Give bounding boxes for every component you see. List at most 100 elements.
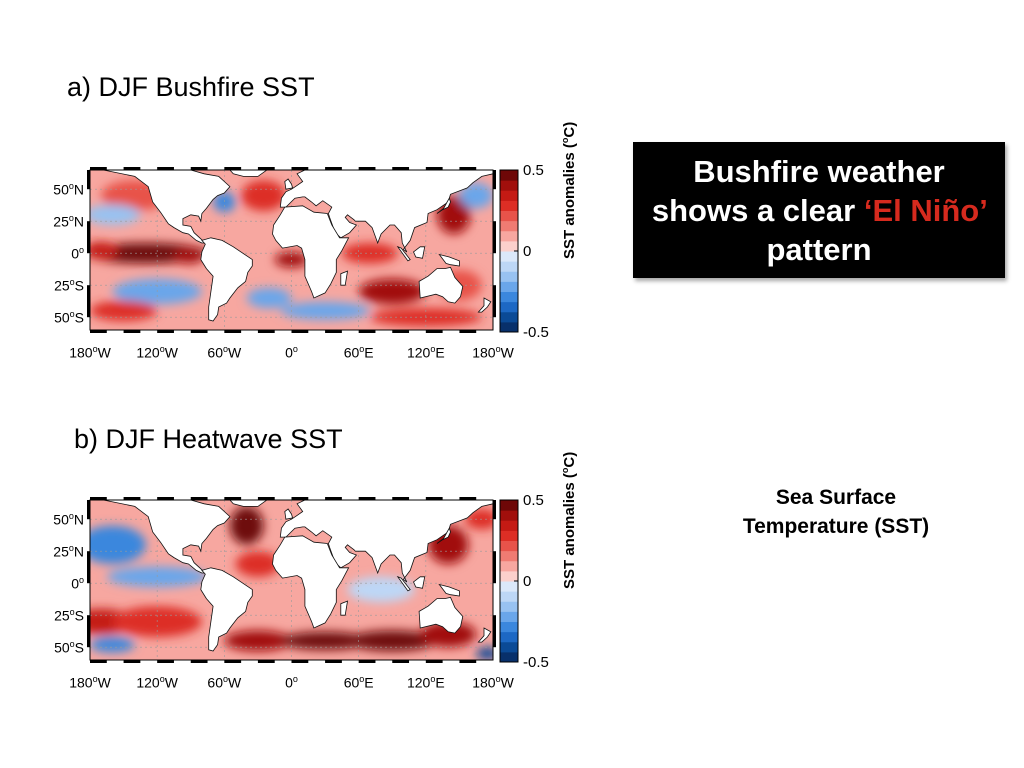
frame-tick [190,330,208,333]
x-tick-label: 120oE [406,674,445,691]
x-tick-label: 60oW [207,674,242,691]
frame-tick [123,330,141,333]
frame-tick [291,167,309,170]
sst-anomaly-blob [90,636,135,653]
land-south-america [200,237,253,322]
x-tick-label: 120oW [136,674,178,691]
frame-tick [325,497,342,500]
sst-anomaly-blob [235,551,281,577]
frame-tick [87,170,90,190]
colorbar-tick-label: 0.5 [523,491,544,509]
sst-anomaly-blob [241,180,286,211]
frame-tick [90,167,107,170]
colorbar-swatch [500,311,518,323]
frame-tick [325,167,342,170]
land-africa [272,205,350,299]
colorbar-swatch [500,200,518,211]
colorbar-swatch [500,631,518,643]
frame-tick [224,497,242,500]
frame-tick [157,660,174,663]
sst-anomaly-blob [420,621,477,648]
frame-tick [190,660,208,663]
sst-anomaly-blob [465,508,493,530]
frame-tick [257,330,275,333]
frame-tick [257,660,275,663]
colorbar-swatch [500,170,518,181]
colorbar-swatch [500,210,518,222]
frame-tick [224,167,242,170]
sst-note-line1: Sea Surface [775,486,897,509]
frame-tick [87,551,90,584]
frame-tick [392,330,410,333]
frame-tick [459,660,477,663]
sst-anomaly-blob [347,576,415,603]
land-madagascar [340,600,349,616]
land-borneo [413,576,426,589]
land-australia [418,266,464,304]
sst-anomaly-blob [280,301,370,320]
colorbar-swatch [500,291,518,303]
frame-tick [493,285,496,318]
colorbar-swatch [500,651,518,663]
frame-tick [425,660,443,663]
x-tick-label: 60oE [343,674,374,691]
sst-anomaly-blob [90,525,146,564]
frame-tick [493,170,496,190]
x-tick-label: 180oW [69,344,111,361]
land-japan [436,197,451,214]
frame-tick [358,497,376,500]
frame-tick [325,330,342,333]
frame-tick [87,221,90,254]
frame-tick [87,500,90,520]
colorbar-swatch [500,321,518,333]
callout-highlight: ‘El Niño’ [863,192,987,228]
land-masses [103,500,493,652]
frame-tick [425,497,443,500]
x-tick-label: 120oW [136,344,178,361]
sst-note-line2: Temperature (SST) [742,515,930,538]
frame-tick [123,167,141,170]
colorbar-swatch [500,230,518,242]
x-tick-label: 180oW [69,674,111,691]
colorbar-swatch [500,540,518,552]
colorbar-swatch [500,271,518,282]
frame-tick [358,660,376,663]
frame-tick [157,497,174,500]
frame-tick [87,285,90,318]
colorbar-swatch [500,591,518,602]
colorbar-a [499,169,519,333]
frame-tick [157,167,174,170]
colorbar-swatch [500,520,518,531]
frame-tick [493,500,496,520]
land-north-america [103,500,231,574]
y-tick-label: 50oS [54,638,84,656]
colorbar-tick-label: -0.5 [523,653,549,671]
sst-anomaly-blob [90,241,118,260]
land-japan [436,527,451,544]
frame-tick [358,330,376,333]
frame-tick [291,497,309,500]
y-tick-label: 25oN [53,212,84,230]
colorbar-swatch [500,220,518,232]
colorbar-swatch [500,190,518,201]
sst-anomaly-blob [280,631,370,650]
frame-tick [90,497,107,500]
frame-tick [325,660,342,663]
frame-tick [493,615,496,648]
colorbar-swatch [500,281,518,292]
colorbar-swatch [500,570,518,582]
land-australia [418,596,464,634]
el-nino-callout: Bushfire weather shows a clear ‘El Niño’… [633,142,1005,278]
colorbar-swatch [500,530,518,541]
y-tick-label: 25oS [54,606,84,624]
colorbar-swatch [500,621,518,633]
land-sumatra [396,245,411,262]
land-europe-asia [279,500,493,583]
land-greenland [229,500,268,507]
land-sumatra [396,575,411,592]
frame-tick [87,615,90,648]
sst-anomaly-blob [358,278,426,305]
frame-tick [291,330,309,333]
y-tick-label: 25oN [53,542,84,560]
sst-anomaly-blob [90,300,158,322]
